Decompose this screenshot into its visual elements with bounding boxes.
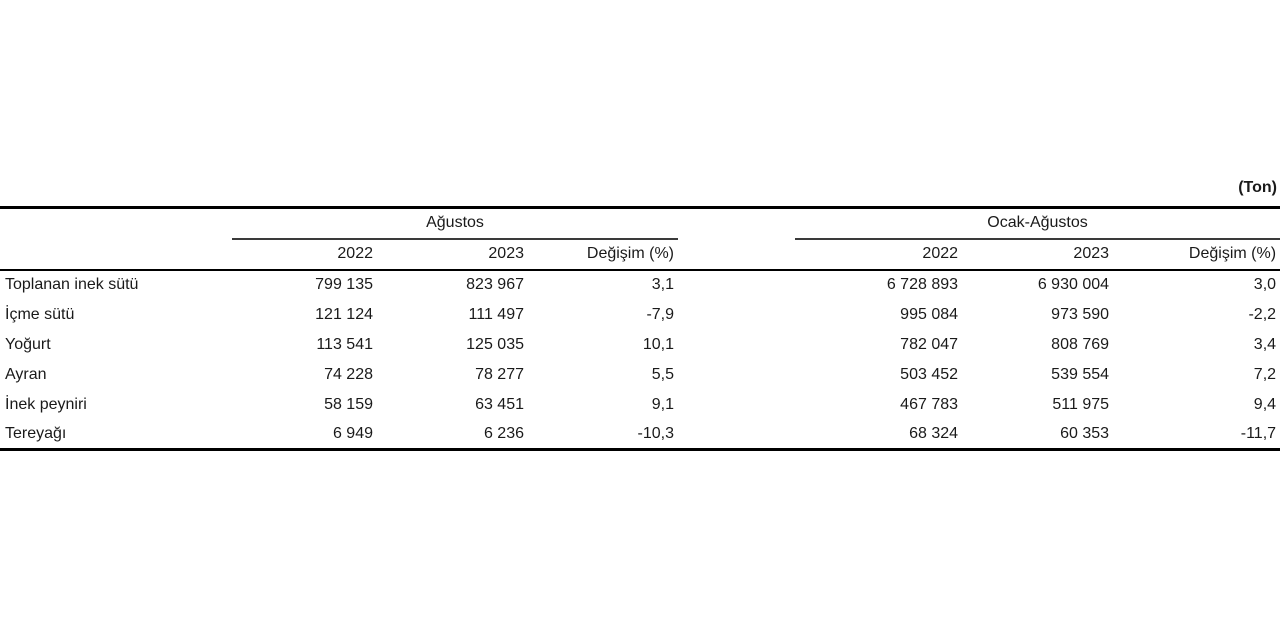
table-cell: 60 353 [1060,424,1110,442]
table-cell: 113 541 [316,335,373,353]
empty-corner-cell [0,208,232,239]
table-cell: -10,3 [637,424,675,442]
header-gap-cell [678,238,796,271]
table-cell: 111 497 [468,305,524,323]
header-janaug-2023: 2023 [962,238,1114,271]
table-cell: 3,4 [1253,335,1277,353]
table-cell: 823 967 [466,276,524,293]
gap-cell [678,300,795,330]
table-cell: 973 590 [1051,305,1110,323]
table-cell: 9,4 [1253,395,1277,413]
table-cell: 6 728 893 [886,276,959,293]
table-cell: 539 554 [1051,365,1110,383]
group-gap-cell [678,208,795,239]
table-cell: 3,0 [1253,276,1277,293]
row-label: İçme sütü [5,305,75,323]
column-group-header-row: Ağustos Ocak-Ağustos [0,207,1280,240]
row-label: Ayran [5,365,47,383]
table-cell: 58 159 [324,395,373,413]
table-cell: 995 084 [900,305,959,323]
sub-header-row: 2022 2023 Değişim (%) 2022 2023 Değişim … [0,238,1280,271]
table-row-icme-sutu: İçme sütü 121 124 111 497 -7,9 995 084 9… [0,300,1280,330]
table-cell: -7,9 [646,305,675,323]
row-label: Tereyağı [5,424,67,442]
table-cell: 808 769 [1051,335,1110,353]
table-cell: 121 124 [315,305,373,323]
table-row-ayran: Ayran 74 228 78 277 5,5 503 452 539 554 … [0,360,1280,390]
gap-cell [678,420,795,450]
table-cell: 511 975 [1052,395,1110,413]
table-cell: -2,2 [1248,305,1277,323]
empty-header-cell [0,238,232,271]
table-cell: 74 228 [324,365,373,383]
table-cell: 10,1 [642,335,675,353]
gap-cell [678,360,795,390]
header-janaug-2022: 2022 [795,238,963,271]
milk-products-table: Ağustos Ocak-Ağustos 2022 2023 Değişim (… [0,206,1280,451]
table-row-inek-peyniri: İnek peyniri 58 159 63 451 9,1 467 783 5… [0,390,1280,420]
header-aug-2023: 2023 [377,238,528,271]
header-aug-change: Değişim (%) [528,238,679,271]
table-cell: 3,1 [651,276,675,293]
row-label: Yoğurt [5,335,51,353]
table-cell: 782 047 [900,335,959,353]
gap-cell [678,330,795,360]
table-cell: 125 035 [466,335,524,353]
table-cell: 503 452 [900,365,959,383]
row-label: İnek peyniri [5,395,87,413]
row-label: Toplanan inek sütü [5,276,139,293]
gap-cell [678,390,795,420]
table-cell: 799 135 [315,276,373,293]
table-cell: 78 277 [475,365,524,383]
table-cell: 467 783 [900,395,959,413]
table-cell: 6 930 004 [1037,276,1110,293]
table-cell: 9,1 [651,395,675,413]
table-cell: 7,2 [1253,365,1277,383]
table-cell: 63 451 [475,395,524,413]
gap-cell [678,270,795,300]
unit-label: (Ton) [1238,179,1277,196]
table-row-tereyagi: Tereyağı 6 949 6 236 -10,3 68 324 60 353… [0,420,1280,450]
table-cell: 68 324 [909,424,959,442]
header-janaug-change: Değişim (%) [1113,238,1280,271]
header-aug-2022: 2022 [232,238,377,271]
table-row-yogurt: Yoğurt 113 541 125 035 10,1 782 047 808 … [0,330,1280,360]
table-row-toplanan-inek-sutu: Toplanan inek sütü 799 135 823 967 3,1 6… [0,270,1280,300]
table-cell: 6 949 [332,424,373,442]
table-cell: -11,7 [1240,424,1277,442]
table-cell: 6 236 [483,424,524,442]
column-group-august: Ağustos [232,207,679,240]
table-cell: 5,5 [651,365,675,383]
column-group-january-august: Ocak-Ağustos [795,207,1280,240]
